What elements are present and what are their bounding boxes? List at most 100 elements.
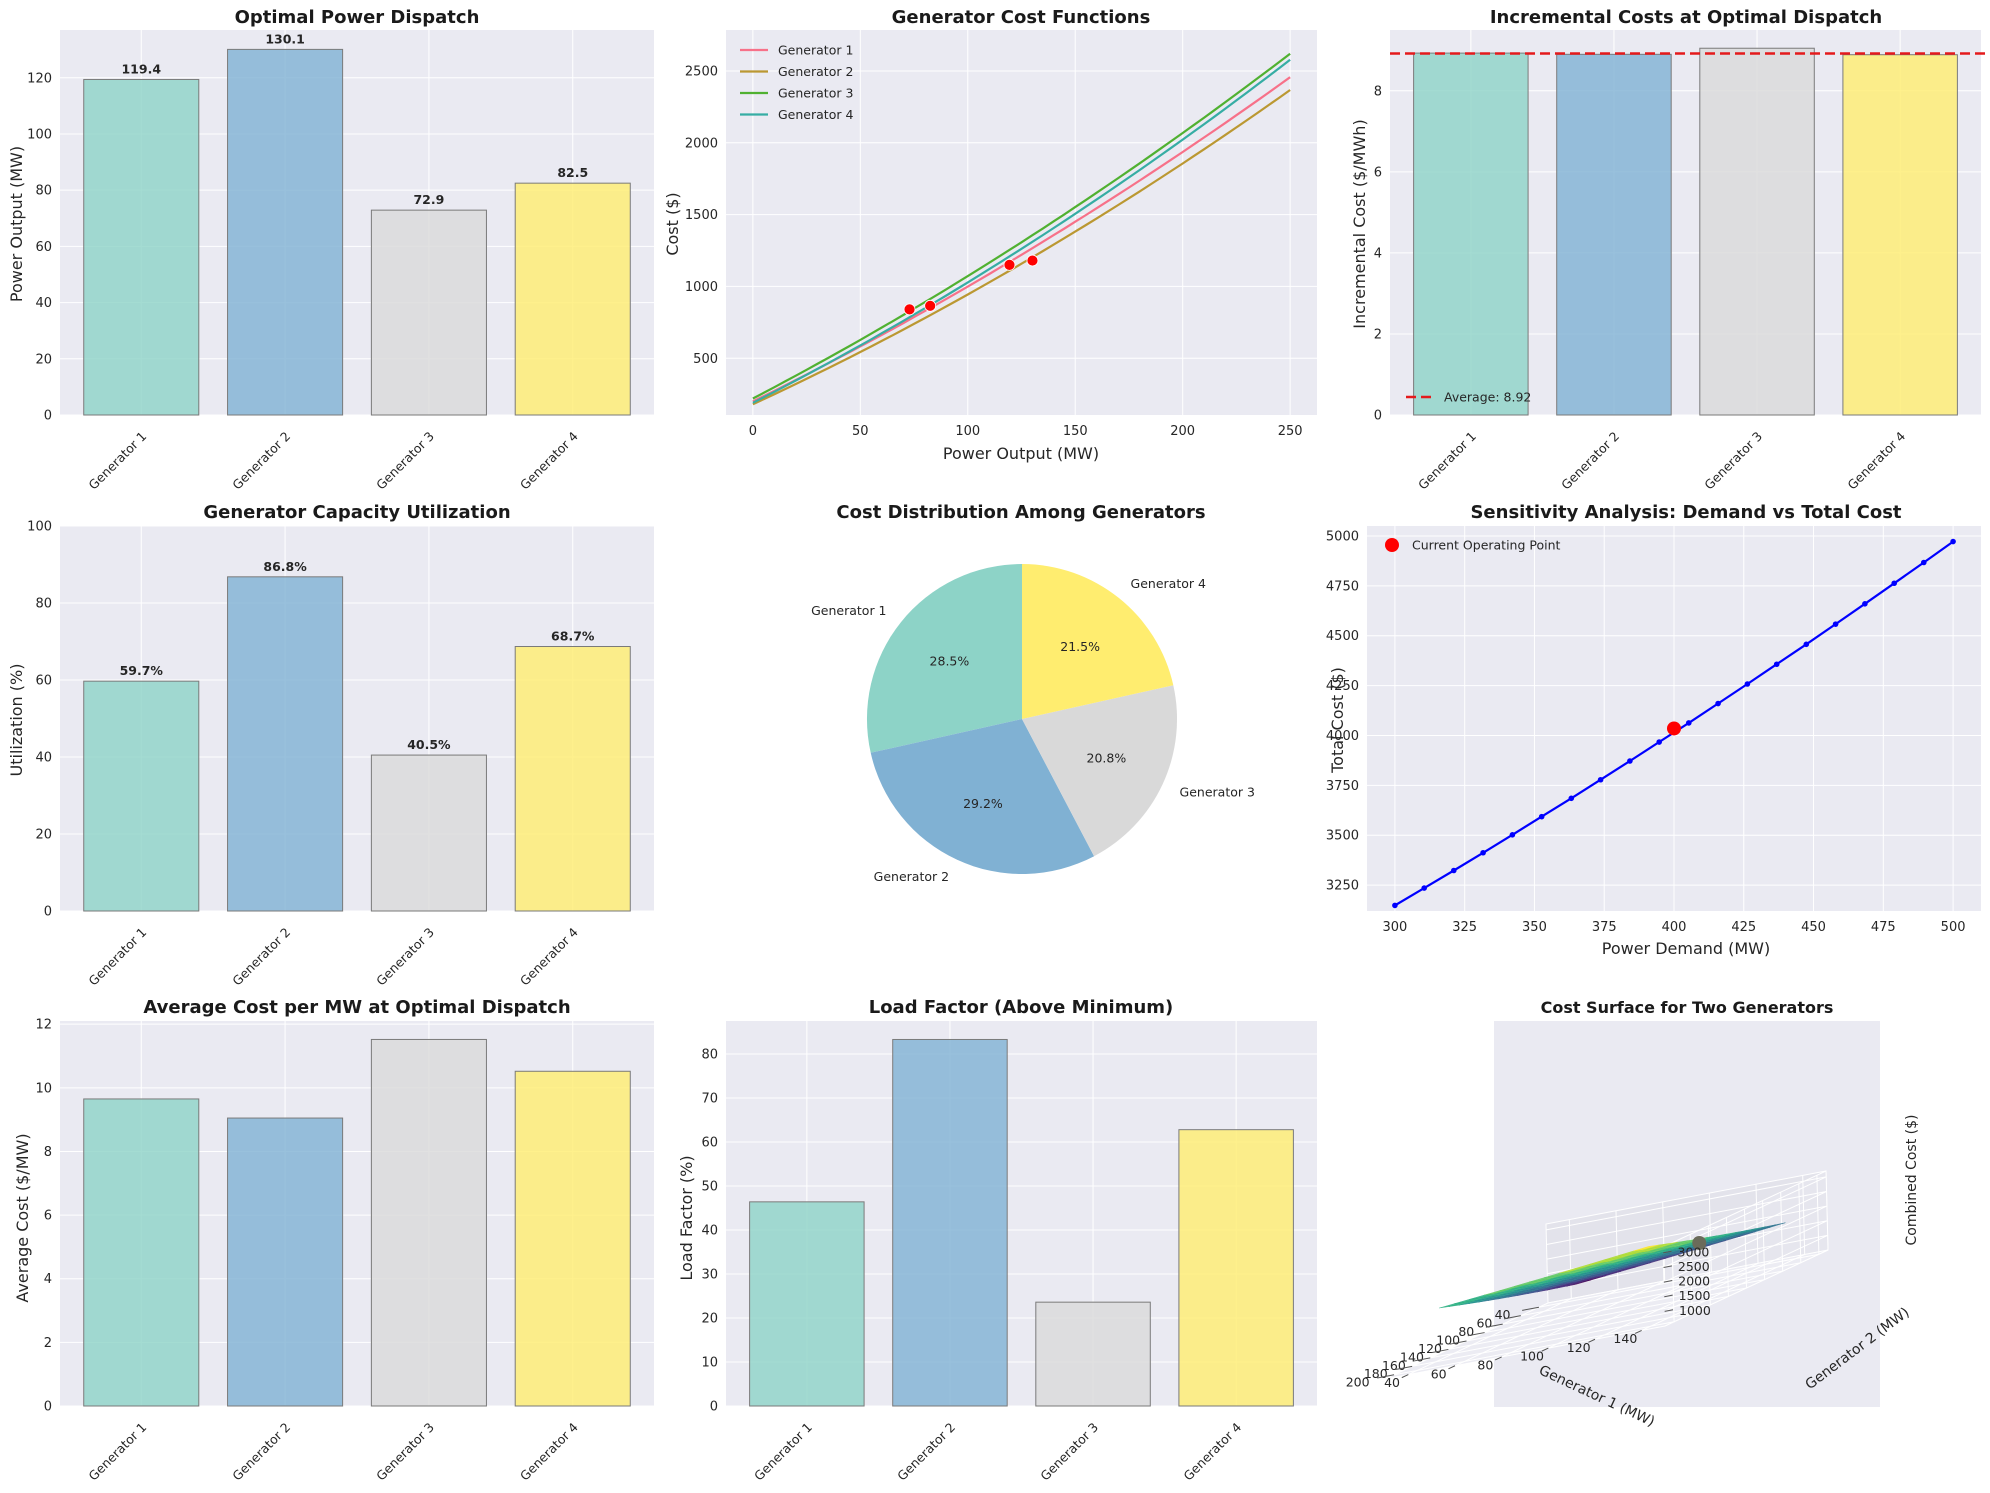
data-point <box>1392 902 1398 909</box>
panel-title: Average Cost per MW at Optimal Dispatch <box>143 997 570 1018</box>
x-tick-label: Generator 4 <box>517 1419 581 1483</box>
pie-slice <box>866 564 1022 753</box>
bar <box>1556 53 1672 416</box>
legend-swatch <box>1385 538 1399 552</box>
y-tick-label: 3750 <box>1326 779 1359 794</box>
pie-area: 28.5% Generator 1 29.2% Generator 2 20.8% Gen… <box>811 564 1255 884</box>
panel-incremental-costs: Incremental Costs at Optimal Dispatch In… <box>1350 7 1989 492</box>
y-tick-label: 40 <box>35 296 52 311</box>
y-axis-label: Incremental Cost ($/MWh) <box>1350 119 1369 328</box>
data-point <box>1744 681 1751 687</box>
bar-value-label: 130.1 <box>265 31 305 46</box>
y-axis-label: Cost ($) <box>663 192 682 255</box>
y-tick-label: 60 <box>701 1136 718 1151</box>
bar <box>227 48 344 416</box>
y-tick-label: 60 <box>35 240 52 255</box>
data-point <box>1568 795 1575 802</box>
x-gridline <box>1466 1208 1748 1342</box>
y-gridline <box>1641 1175 1806 1331</box>
y-tick-label: 10 <box>35 1081 52 1096</box>
y-gridline <box>1408 1219 1572 1376</box>
x-tick-label: Generator 3 <box>1037 1420 1101 1484</box>
data-point <box>1509 831 1516 838</box>
y-axis-label: Utilization (%) <box>7 664 26 777</box>
y-tick-label: 80 <box>1477 1358 1493 1373</box>
pie-label: Generator 2 <box>874 869 949 884</box>
optimal-point-marker <box>1692 1235 1707 1250</box>
x-tick-label: 300 <box>1382 920 1407 935</box>
plot-area: 500 1000 1500 2000 2500 0 50 100 150 200 250 Genera… <box>685 30 1317 439</box>
z-tick <box>1664 1294 1673 1298</box>
bar <box>83 1098 200 1407</box>
x-gridline <box>1502 1192 1784 1325</box>
bar-value-label: 68.7% <box>551 629 595 644</box>
y-tick-label: 0 <box>44 905 52 920</box>
x-tick-label: 450 <box>1801 920 1826 935</box>
bar <box>514 182 631 416</box>
bar <box>370 1038 487 1407</box>
x-tick-label: 425 <box>1731 920 1756 935</box>
y-tick-label: 4750 <box>1326 579 1359 594</box>
bar-value-label: 86.8% <box>263 559 307 574</box>
legend-label: Generator 1 <box>778 43 853 58</box>
y-tick-label: 5000 <box>1326 529 1359 544</box>
x-tick-label: 375 <box>1592 920 1617 935</box>
panel-generator-cost-functions: Generator Cost Functions Cost ($) Power … <box>663 7 1317 463</box>
legend-label: Generator 2 <box>778 64 853 79</box>
x-tick-label: Generator 1 <box>751 1420 815 1484</box>
plot-area: 3250 3500 3750 4000 4250 4500 4750 5000 300 325 35… <box>1326 526 1981 935</box>
data-point <box>1627 758 1633 764</box>
y-tick-label: 4250 <box>1326 679 1359 694</box>
panel-title: Cost Surface for Two Generators <box>1541 998 1834 1017</box>
data-point <box>1832 621 1839 627</box>
x-tick <box>1522 1306 1540 1311</box>
x-tick-label: 250 <box>1278 424 1303 439</box>
x-tick-label: 400 <box>1662 920 1687 935</box>
x-tick-label: Generator 1 <box>1415 429 1479 493</box>
y-tick-label: 30 <box>701 1268 718 1283</box>
bar <box>749 1201 865 1407</box>
data-point <box>1803 641 1810 648</box>
y-tick-label: 8 <box>44 1145 52 1160</box>
data-point <box>1715 700 1721 707</box>
y-tick-label: 120 <box>1567 1340 1591 1355</box>
panel-capacity-utilization: Generator Capacity Utilization Utilizati… <box>7 502 654 988</box>
data-point <box>1862 600 1868 607</box>
y-tick <box>1494 1356 1502 1361</box>
x-tick-label: Generator 1 <box>85 429 149 493</box>
x-tick-label: Generator 2 <box>229 1420 293 1484</box>
legend-average-label: Average: 8.92 <box>1444 390 1531 405</box>
y-tick-label: 20 <box>35 828 52 843</box>
x-tick <box>1431 1348 1449 1354</box>
bar <box>1699 47 1815 416</box>
z-tick-label: 2500 <box>1678 1259 1710 1274</box>
bar <box>83 680 200 912</box>
y-tick-label: 0 <box>710 1400 718 1415</box>
x-gridline <box>1538 1175 1820 1308</box>
surface-patch <box>1633 1244 1659 1252</box>
data-point <box>1656 739 1663 745</box>
bar-value-label: 59.7% <box>120 663 164 678</box>
panel-load-factor: Load Factor (Above Minimum) Load Factor … <box>677 997 1317 1483</box>
pie-percent-label: 20.8% <box>1087 751 1127 766</box>
x-axis-label: Power Output (MW) <box>943 444 1099 463</box>
y-tick-label: 4000 <box>1326 729 1359 744</box>
cost-curve <box>752 58 1291 404</box>
operating-point <box>924 299 937 312</box>
operating-point <box>1026 254 1039 267</box>
x-gridline <box>1394 1242 1675 1376</box>
x-tick-label: Generator 3 <box>373 429 437 493</box>
data-point <box>1538 813 1545 820</box>
x-tick-label: Generator 4 <box>517 924 581 988</box>
y-tick-label: 6 <box>1374 165 1382 180</box>
x-gridline <box>1430 1225 1711 1359</box>
operating-point <box>903 303 916 316</box>
x-axis-label: Power Demand (MW) <box>1602 939 1771 958</box>
y-tick-label: 1500 <box>685 208 718 223</box>
y-tick-label: 100 <box>1520 1349 1544 1364</box>
y-tick <box>1541 1347 1549 1352</box>
y-tick-label: 2 <box>1374 327 1382 342</box>
data-point <box>1480 849 1486 856</box>
panel-title: Load Factor (Above Minimum) <box>869 997 1174 1018</box>
